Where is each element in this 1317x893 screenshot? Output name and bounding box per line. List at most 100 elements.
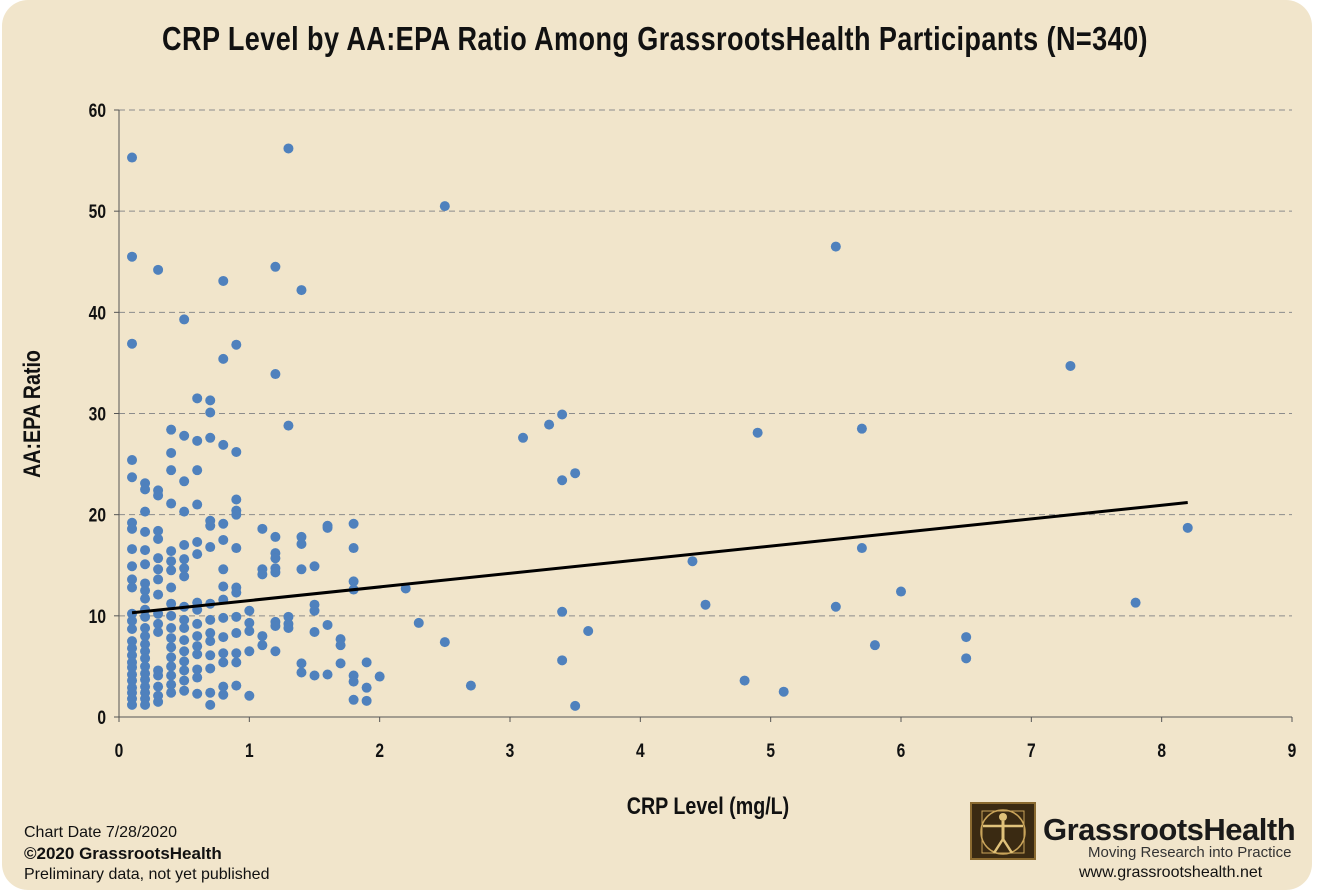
data-point [179, 685, 190, 696]
data-point [296, 667, 307, 678]
data-point [153, 553, 164, 564]
data-point [127, 650, 138, 661]
data-point [179, 571, 190, 582]
data-point [583, 626, 594, 637]
data-point [179, 314, 190, 325]
data-point [179, 540, 190, 551]
data-point [218, 564, 229, 575]
data-point [166, 565, 177, 576]
data-point [192, 549, 203, 560]
data-point [283, 622, 294, 633]
data-point [166, 447, 177, 458]
data-point [296, 564, 307, 575]
data-point [127, 675, 138, 686]
data-point [361, 695, 372, 706]
data-point [1065, 360, 1076, 371]
data-point [218, 681, 229, 692]
logo-name: GrassrootsHealth [1043, 812, 1296, 847]
data-point [283, 420, 294, 431]
data-point [205, 636, 216, 647]
data-point [153, 574, 164, 585]
data-point [166, 679, 177, 690]
data-point [296, 539, 307, 550]
data-point [778, 686, 789, 697]
data-point [270, 646, 281, 657]
x-tick-label-7: 7 [1027, 740, 1036, 762]
data-point [166, 598, 177, 609]
logo-tagline: Moving Research into Practice [1088, 844, 1292, 861]
x-tick-label-6: 6 [897, 740, 906, 762]
logo-url: www.grassrootshealth.net [1079, 864, 1263, 881]
data-point [153, 670, 164, 681]
grid-lines [119, 109, 1292, 617]
data-point [153, 589, 164, 600]
data-point [296, 658, 307, 669]
data-point [140, 699, 151, 710]
data-point [257, 631, 268, 642]
vitruvian-man-icon [970, 802, 1036, 860]
data-point [348, 543, 359, 554]
data-point [153, 564, 164, 575]
data-point [752, 427, 763, 438]
data-point [348, 676, 359, 687]
data-point [218, 581, 229, 592]
data-point [361, 682, 372, 693]
x-tick-label-4: 4 [636, 740, 645, 762]
data-point [270, 567, 281, 578]
data-point [179, 614, 190, 625]
y-axis-label: AA:EPA Ratio [18, 350, 45, 478]
data-point [205, 614, 216, 625]
data-point [439, 637, 450, 648]
data-point [231, 543, 242, 554]
data-point [544, 419, 555, 430]
data-point [192, 672, 203, 683]
data-point [465, 680, 476, 691]
data-point [869, 640, 880, 651]
data-point [192, 435, 203, 446]
data-point [179, 656, 190, 667]
data-point [231, 657, 242, 668]
trendline-group [131, 501, 1188, 615]
data-point [127, 523, 138, 534]
data-point [166, 670, 177, 681]
data-point [322, 619, 333, 630]
x-tick-label-0: 0 [115, 740, 124, 762]
y-tick-label-0: 0 [97, 707, 106, 729]
data-point [127, 636, 138, 647]
y-tick-label-30: 30 [89, 403, 106, 425]
data-point [231, 611, 242, 622]
data-point [218, 648, 229, 659]
data-point [218, 689, 229, 700]
data-point [140, 578, 151, 589]
data-point [557, 606, 568, 617]
data-point [830, 241, 841, 252]
data-point [192, 649, 203, 660]
data-point [166, 633, 177, 644]
data-point [739, 675, 750, 686]
data-point [413, 617, 424, 628]
data-point [127, 574, 138, 585]
data-point [1182, 522, 1193, 533]
data-point [140, 674, 151, 685]
data-point [127, 662, 138, 673]
data-point [309, 627, 320, 638]
data-point [270, 531, 281, 542]
data-point [127, 623, 138, 634]
data-point [192, 393, 203, 404]
x-axis-label: CRP Level (mg/L) [627, 792, 790, 819]
data-point [127, 615, 138, 626]
data-point [140, 661, 151, 672]
data-point [140, 484, 151, 495]
data-point [153, 681, 164, 692]
data-point [192, 688, 203, 699]
data-point [348, 576, 359, 587]
data-point [218, 632, 229, 643]
y-tick-label-20: 20 [89, 504, 106, 526]
data-point [257, 569, 268, 580]
data-point [570, 468, 581, 479]
data-point [557, 655, 568, 666]
data-point [179, 675, 190, 686]
data-point [205, 395, 216, 406]
data-point [153, 264, 164, 275]
data-point [140, 622, 151, 633]
